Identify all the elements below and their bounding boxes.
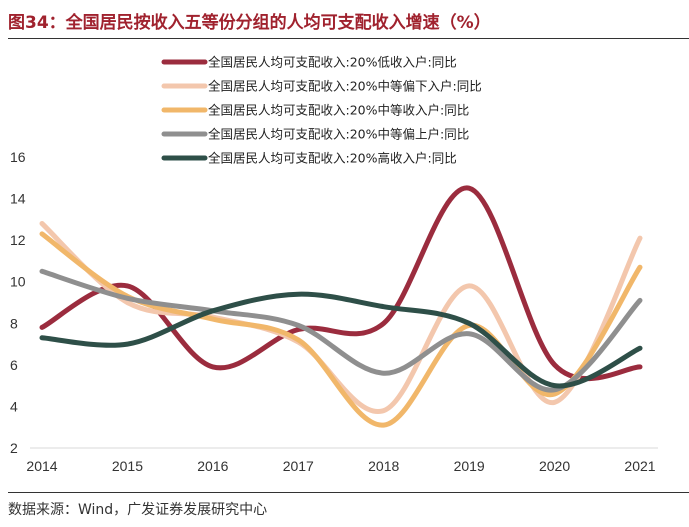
y-tick-label: 10 [10,274,26,290]
legend-label: 全国居民人均可支配收入:20%中等收入户:同比 [208,103,469,118]
x-axis: 2014 2015 2016 2017 2018 2019 2020 2021 [26,447,658,474]
x-tick-label: 2017 [283,458,314,474]
series-line-3 [39,231,643,428]
x-tick-label: 2021 [624,458,655,474]
y-tick-label: 6 [10,357,18,373]
x-tick-label: 2020 [539,458,570,474]
bottom-rule [8,492,689,493]
series-line-4 [39,268,643,393]
plot-area [39,185,643,428]
x-tick-label: 2019 [454,458,485,474]
x-tick-label: 2015 [112,458,143,474]
series-line-5 [39,291,643,389]
y-tick-label: 2 [10,440,18,456]
legend-label: 全国居民人均可支配收入:20%中等偏下入户:同比 [208,79,482,94]
y-tick-label: 16 [10,149,26,165]
source-note: 数据来源：Wind，广发证券发展研究中心 [8,502,268,518]
legend-label: 全国居民人均可支配收入:20%中等偏上户:同比 [208,127,469,142]
x-tick-label: 2016 [197,458,228,474]
legend-label: 全国居民人均可支配收入:20%高收入户:同比 [208,151,457,166]
y-tick-label: 8 [10,315,18,331]
legend-label: 全国居民人均可支配收入:20%低收入户:同比 [208,55,457,70]
series-line-1 [39,185,643,382]
x-tick-label: 2014 [26,458,57,474]
legend: 全国居民人均可支配收入:20%低收入户:同比全国居民人均可支配收入:20%中等偏… [161,55,482,166]
y-tick-label: 4 [10,398,18,414]
figure-title: 图34：全国居民按收入五等份分组的人均可支配收入增速（%） [8,13,491,33]
y-axis: 2 4 6 8 10 12 14 16 [10,149,26,456]
y-tick-label: 12 [10,232,26,248]
top-rule [8,38,689,39]
y-tick-label: 14 [10,191,26,207]
series-line-2 [39,221,643,414]
x-tick-label: 2018 [368,458,399,474]
